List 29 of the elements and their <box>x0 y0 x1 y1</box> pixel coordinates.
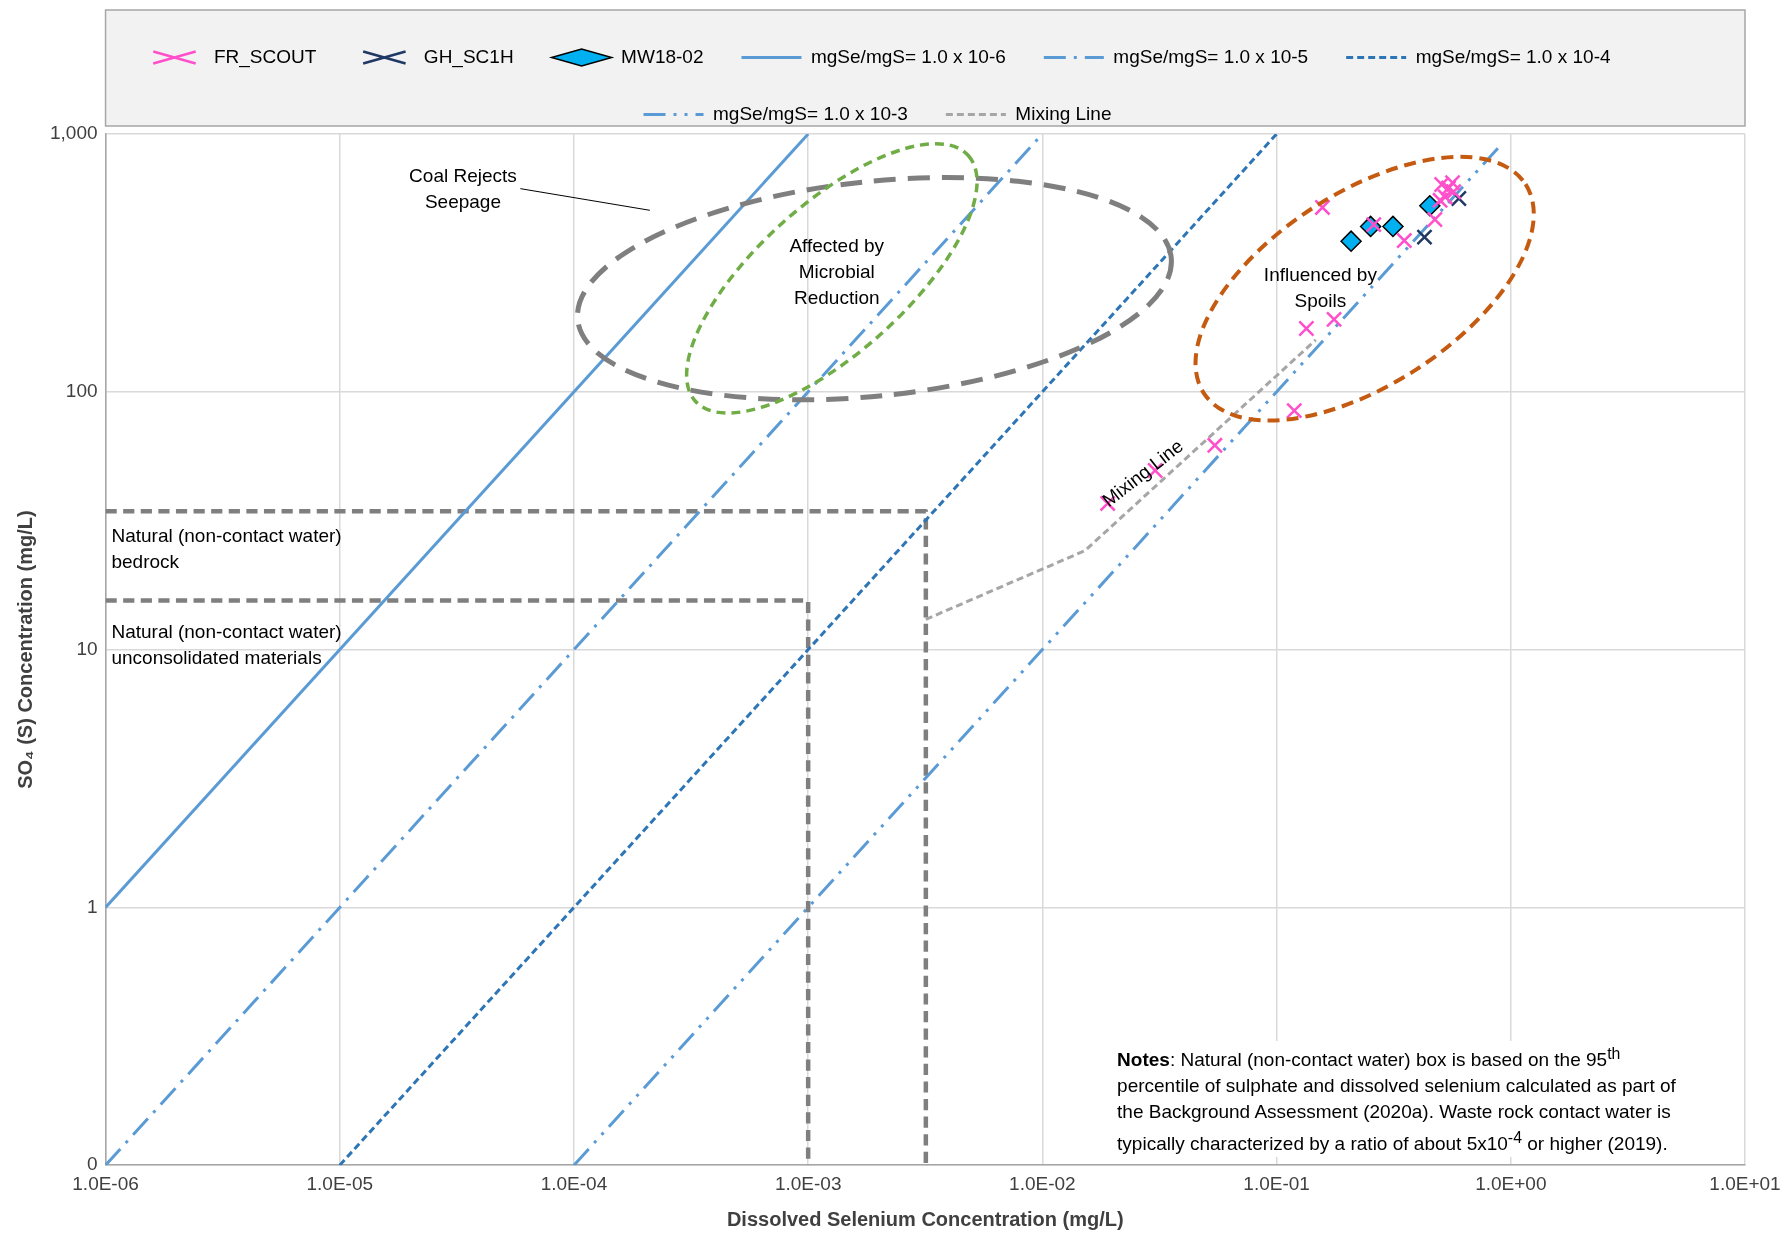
legend-label: mgSe/mgS= 1.0 x 10-3 <box>713 102 908 124</box>
x-tick-label: 1.0E-02 <box>1009 1172 1076 1194</box>
y-tick-label: 10 <box>76 637 98 659</box>
y-tick-label: 0 <box>86 1153 98 1175</box>
legend-label: mgSe/mgS= 1.0 x 10-6 <box>810 45 1006 67</box>
x-tick-label: 1.0E-01 <box>1243 1172 1310 1194</box>
annotation: Affected by Microbial Reduction <box>789 235 885 309</box>
legend-label: mgSe/mgS= 1.0 x 10-5 <box>1113 45 1309 67</box>
x-axis-title: Dissolved Selenium Concentration (mg/L) <box>726 1207 1124 1230</box>
x-tick-label: 1.0E-04 <box>540 1172 608 1194</box>
annotation: Natural (non-contact water) unconsolidated materials <box>111 621 342 669</box>
x-tick-label: 1.0E-03 <box>774 1172 842 1194</box>
x-tick-label: 1.0E+01 <box>1709 1172 1781 1194</box>
annotation: Coal Rejects Seepage <box>409 165 517 213</box>
legend-label: mgSe/mgS= 1.0 x 10-4 <box>1415 45 1611 67</box>
y-tick-label: 1,000 <box>50 122 98 144</box>
legend-label: GH_SC1H <box>423 45 514 68</box>
y-tick-label: 1 <box>86 895 98 917</box>
legend-label: FR_SCOUT <box>213 45 317 68</box>
annotation: Influenced by Spoils <box>1263 263 1378 311</box>
x-tick-label: 1.0E-06 <box>72 1172 139 1194</box>
x-tick-label: 1.0E+00 <box>1475 1172 1547 1194</box>
y-tick-label: 100 <box>65 380 98 402</box>
x-tick-label: 1.0E-05 <box>306 1172 374 1194</box>
legend-label: MW18-02 <box>621 45 704 67</box>
annotation: Notes: Natural (non-contact water) box is based on the 95$^{th}$ percentile of sulphate and dissolved selenium calculated as part of the Background Assessment (2020a). Waste rock contact water is typically characterized by a ratio of about 5x10$^{-4}$ or higher (2019). <box>1117 1040 1708 1158</box>
annotation: Natural (non-contact water) bedrock <box>111 525 342 573</box>
y-axis-title: SO₄ (S) Concentration (mg/L) <box>13 510 36 789</box>
legend-label: Mixing Line <box>1015 102 1112 124</box>
